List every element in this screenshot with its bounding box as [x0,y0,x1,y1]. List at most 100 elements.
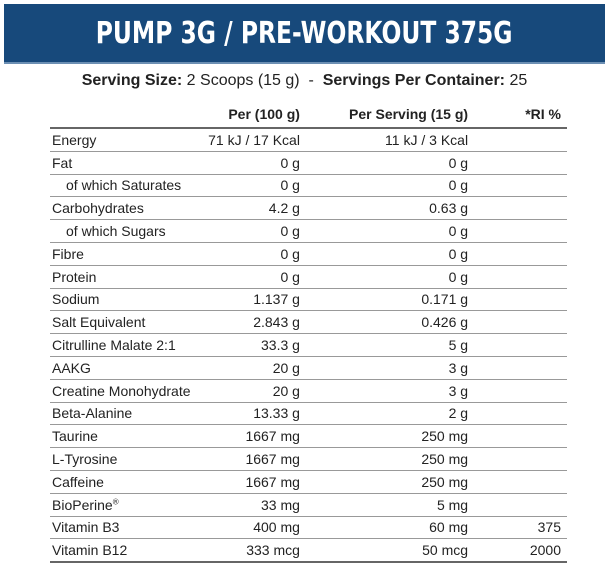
header-ri: *RI % [474,103,567,129]
per-serving-value: 3 g [305,379,475,403]
per-serving-value: 3 g [305,356,475,380]
per-100g-value: 20 g [208,379,306,403]
per-100g-value-text: 333 mcg [246,542,300,559]
nutrient-name: Salt Equivalent [50,310,209,335]
servings-per-container-label: Servings Per Container: [322,72,506,89]
nutrient-name: L-Tyrosine [50,447,209,471]
nutrient-name: Vitamin B3 [50,516,209,540]
ri-value: 2000 [474,538,567,564]
per-100g-value-text: 1.137 g [253,291,300,308]
nutrient-name: Vitamin B12 [50,538,209,564]
per-serving-value: 5 g [305,333,475,357]
per-100g-value: 71 kJ / 17 Kcal [208,128,306,152]
per-100g-value: 33.3 g [208,333,306,357]
nutrient-name-text: Salt Equivalent [52,314,146,331]
nutrient-name-text: Citrulline Malate 2:1 [52,337,176,354]
per-100g-value-text: 1667 mg [245,473,300,490]
serving-size-label: Serving Size: [81,72,183,89]
per-serving-value-text: 5 g [448,337,469,354]
per-100g-value-text: 0 g [280,177,300,194]
per-serving-value-text: 250 mg [421,473,469,490]
nutrient-name-text: Sodium [52,291,100,308]
nutrient-name-text: Fat [52,154,73,171]
per-serving-value: 0.171 g [305,288,475,312]
ri-value [474,310,567,335]
per-serving-value: 250 mg [305,424,475,449]
per-100g-value: 0 g [208,242,306,266]
table-row: Fat 0 g 0 g [50,151,567,175]
ri-value [474,333,567,357]
per-100g-value-text: 0 g [280,268,300,285]
table-row: AAKG 20 g 3 g [50,356,567,380]
ri-value [474,493,567,517]
serving-size-value: 2 Scoops (15 g) [186,72,300,89]
per-100g-value-text: 0 g [280,245,300,262]
per-serving-value-text: 0.426 g [421,314,469,331]
nutrient-name: Caffeine [50,470,209,494]
per-100g-value-text: 20 g [272,382,300,399]
per-100g-value: 33 mg [208,493,306,517]
ri-value [474,151,567,175]
header-per-100g: Per (100 g) [208,103,306,129]
per-100g-value-text: 33.3 g [261,337,300,354]
nutrient-name: Sodium [50,288,209,312]
per-serving-value: 0 g [305,219,475,243]
servings-per-container-value: 25 [509,72,528,89]
nutrient-name-text: Caffeine [52,473,104,490]
table-row: Carbohydrates 4.2 g 0.63 g [50,196,567,221]
nutrient-name-text: Taurine [52,428,98,445]
table-row: Creatine Monohydrate 20 g 3 g [50,379,567,403]
header-per-serving: Per Serving (15 g) [305,103,475,129]
table-row: Taurine 1667 mg 250 mg [50,424,567,449]
nutrient-name-text: AAKG [52,359,91,376]
ri-value [474,128,567,152]
per-100g-value: 0 g [208,151,306,175]
nutrient-name: Citrulline Malate 2:1 [50,333,209,357]
per-100g-value: 400 mg [208,516,306,540]
per-100g-value-text: 1667 mg [245,428,300,445]
registered-mark: ® [112,496,119,506]
table-row: of which Sugars 0 g 0 g [50,219,567,243]
table-row: L-Tyrosine 1667 mg 250 mg [50,447,567,471]
table-row: Citrulline Malate 2:1 33.3 g 5 g [50,333,567,357]
nutrient-name: Creatine Monohydrate [50,379,209,403]
ri-value [474,288,567,312]
per-100g-value: 1667 mg [208,447,306,471]
per-serving-value-text: 60 mg [429,519,469,536]
per-serving-value: 0.63 g [305,196,475,221]
nutrient-name-text: Energy [52,131,97,148]
nutrient-name: of which Saturates [50,174,209,198]
per-serving-value-text: 50 mcg [422,542,469,559]
ri-value [474,174,567,198]
per-serving-value: 2 g [305,402,475,426]
per-serving-value-text: 3 g [448,382,469,399]
table-row: Vitamin B12 333 mcg 50 mcg 2000 [50,538,567,564]
per-serving-value-text: 0 g [448,154,469,171]
per-serving-value: 0.426 g [305,310,475,335]
table-row: Fibre 0 g 0 g [50,242,567,266]
per-100g-value-text: 2.843 g [253,314,300,331]
per-100g-value: 2.843 g [208,310,306,335]
table-row: Vitamin B3 400 mg 60 mg 375 [50,516,567,540]
ri-value [474,447,567,471]
per-100g-value-text: 1667 mg [245,451,300,468]
ri-value [474,379,567,403]
per-100g-value: 0 g [208,265,306,289]
per-100g-value: 1.137 g [208,288,306,312]
product-title: PUMP 3G / PRE-WORKOUT 375G [96,15,513,51]
per-100g-value-text: 20 g [272,359,300,376]
per-serving-value: 250 mg [305,447,475,471]
nutrient-name: of which Sugars [50,219,209,243]
table-header-row: Per (100 g) Per Serving (15 g) *RI % [50,103,567,129]
nutrient-name: Protein [50,265,209,289]
nutrition-table: Per (100 g) Per Serving (15 g) *RI % Ene… [50,103,567,564]
per-serving-value: 11 kJ / 3 Kcal [305,128,475,152]
nutrient-name-text: BioPerine [52,496,113,513]
ri-value [474,242,567,266]
header-name [50,103,209,129]
per-100g-value: 4.2 g [208,196,306,221]
ri-value [474,424,567,449]
table-row: BioPerine® 33 mg 5 mg [50,493,567,517]
nutrient-name-text: Fibre [52,245,84,262]
per-100g-value: 1667 mg [208,470,306,494]
